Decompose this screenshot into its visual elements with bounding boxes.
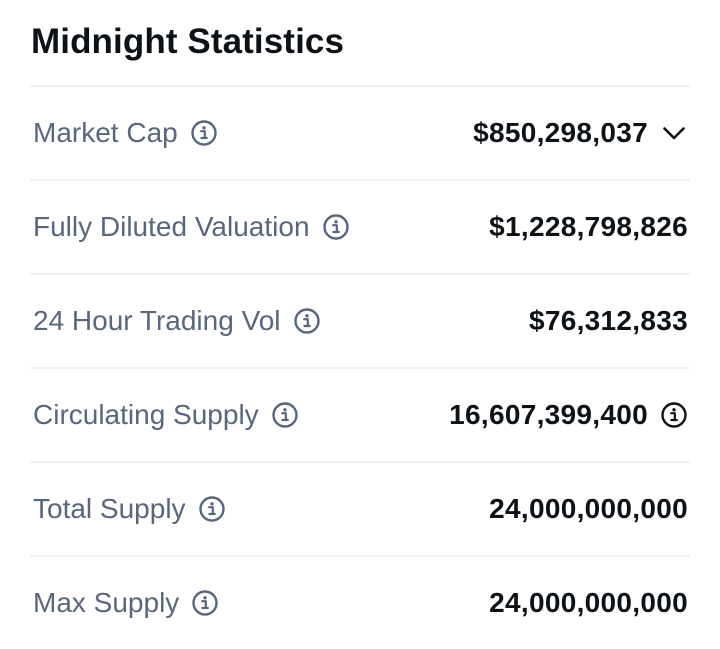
stat-row-max-supply: Max Supply 24,000,000,000 [30,555,690,649]
total-supply-label: Total Supply [33,493,186,524]
panel-title: Midnight Statistics [31,22,345,61]
fdv-value: $1,228,798,826 [489,211,688,242]
stat-value-group: $1,228,798,826 [489,209,690,245]
stat-row-fdv: Fully Diluted Valuation $1,228,798,826 [30,179,690,273]
total-supply-value: 24,000,000,000 [489,493,688,524]
stat-label-group: Market Cap [30,115,218,151]
max-supply-label: Max Supply [33,587,180,618]
stat-label-group: Total Supply [30,491,226,527]
info-icon[interactable] [660,401,688,429]
max-supply-value: 24,000,000,000 [489,587,688,618]
stat-label-group: Circulating Supply [30,397,299,433]
info-icon[interactable] [322,213,350,241]
stat-row-volume-24h: 24 Hour Trading Vol $76,312,833 [30,273,690,367]
info-icon[interactable] [191,589,219,617]
circulating-supply-label: Circulating Supply [33,399,259,430]
info-icon[interactable] [271,401,299,429]
stat-label-group: Max Supply [30,585,219,621]
stat-label-group: 24 Hour Trading Vol [30,303,321,339]
volume-24h-label: 24 Hour Trading Vol [33,305,281,336]
fdv-label: Fully Diluted Valuation [33,211,310,242]
info-icon[interactable] [190,119,218,147]
stat-value-group: $76,312,833 [529,303,690,339]
circulating-supply-value: 16,607,399,400 [449,399,648,430]
stat-row-circulating-supply: Circulating Supply 16,607,399,400 [30,367,690,461]
stats-list: Market Cap $850,298,037 Fully Diluted Va… [30,85,690,649]
stat-value-group: 24,000,000,000 [489,585,690,621]
stat-row-market-cap: Market Cap $850,298,037 [30,85,690,179]
stat-row-total-supply: Total Supply 24,000,000,000 [30,461,690,555]
stat-label-group: Fully Diluted Valuation [30,209,350,245]
stat-value-group: 24,000,000,000 [489,491,690,527]
stat-value-group: 16,607,399,400 [449,397,690,433]
volume-24h-value: $76,312,833 [528,305,688,336]
stat-value-group[interactable]: $850,298,037 [473,115,690,151]
market-cap-label: Market Cap [33,117,178,148]
info-icon[interactable] [293,307,321,335]
info-icon[interactable] [198,495,226,523]
market-cap-value: $850,298,037 [473,117,648,148]
chevron-down-icon[interactable] [660,119,688,147]
